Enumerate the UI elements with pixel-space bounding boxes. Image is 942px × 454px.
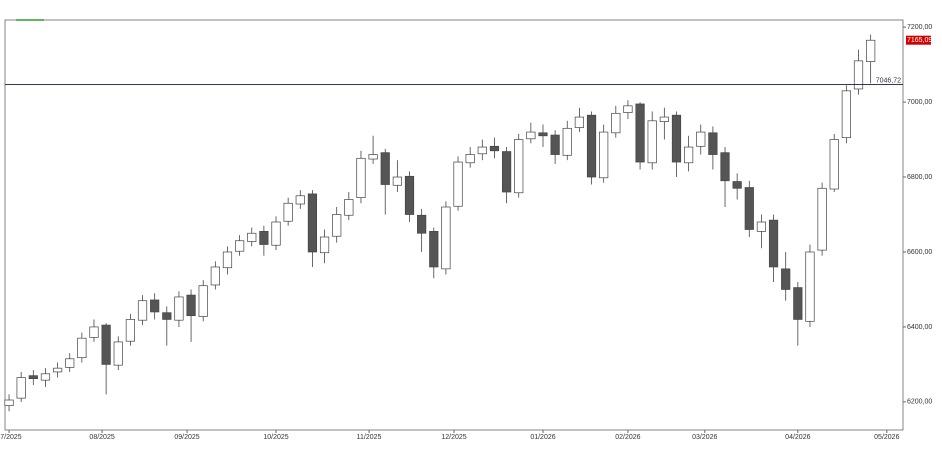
candle-body (526, 131, 536, 140)
plot-frame (4, 19, 904, 431)
candle-body (793, 287, 803, 320)
candle-body (186, 294, 196, 317)
candle-body (720, 152, 730, 182)
x-tick-label: 11/2025 (357, 434, 382, 441)
x-tick-label: 01/2026 (530, 434, 555, 441)
candle-body (805, 251, 815, 322)
candle-body (708, 132, 718, 155)
candle-body (866, 39, 876, 62)
candle-body (684, 146, 694, 164)
x-tick-label: 12/2025 (441, 434, 466, 441)
x-tick-label: 08/2025 (89, 434, 114, 441)
candle-body (404, 175, 415, 215)
candle-body (696, 131, 706, 147)
y-tick-label: 7000,00 (907, 99, 932, 106)
candle-body (756, 221, 767, 232)
x-tick-label: 04/2026 (785, 434, 810, 441)
candle-body (586, 114, 597, 178)
candle-body (101, 324, 111, 365)
candle-body (113, 341, 123, 366)
x-tick-label: 03/2026 (692, 434, 717, 441)
candle-body (368, 154, 378, 160)
candle-body (781, 268, 791, 290)
y-tick-label: 6400,00 (907, 324, 932, 331)
candle-body (671, 114, 682, 163)
x-tick-label: 09/2025 (174, 434, 199, 441)
candle-body (198, 285, 208, 317)
candle-body (40, 373, 51, 381)
candle-body (247, 232, 257, 242)
candle-body (65, 358, 75, 368)
candle-body (16, 377, 26, 399)
candle-body (817, 187, 827, 251)
candle-body (453, 161, 463, 207)
candle-body (150, 299, 160, 313)
y-tick-label: 6600,00 (907, 249, 932, 256)
candle-body (429, 231, 439, 268)
candle-body (174, 296, 184, 321)
candle-body (344, 199, 354, 216)
candle-body (28, 375, 38, 380)
candle-body (89, 326, 99, 338)
candle-body (392, 176, 402, 186)
y-tick-label: 6200,00 (907, 399, 932, 406)
candle-body (574, 116, 584, 128)
candle-body (841, 90, 851, 139)
candle-body (295, 195, 305, 205)
candle-body (332, 214, 342, 237)
candle-body (271, 221, 281, 246)
candle-body (768, 219, 779, 268)
candle-body (222, 251, 233, 269)
candle-body (538, 132, 548, 137)
candle-body (732, 181, 742, 189)
last-price-label: 7165,09 (907, 37, 932, 44)
candle-body (307, 193, 318, 253)
candle-body (125, 319, 135, 342)
candle-body (441, 206, 451, 270)
candle-body (744, 187, 754, 230)
candle-body (283, 202, 293, 222)
candle-body (550, 134, 560, 155)
candle-body (611, 112, 621, 134)
candle-body (4, 399, 14, 406)
x-tick-label: 02/2026 (615, 434, 640, 441)
candle-body (477, 146, 487, 155)
horizontal-line-label: 7046,72 (876, 77, 901, 84)
candle-body (465, 154, 475, 164)
candle-body (659, 116, 669, 122)
candle-body (489, 145, 500, 152)
candle-body (417, 214, 427, 234)
last-price-box (906, 35, 931, 45)
y-tick-label: 6800,00 (907, 174, 932, 181)
candle-body (647, 120, 657, 164)
candle-body (235, 240, 245, 252)
candle-body (210, 266, 220, 286)
y-tick-label: 7200,00 (907, 24, 932, 31)
candle-body (853, 60, 864, 90)
candle-body (77, 337, 87, 359)
candle-body (259, 231, 269, 245)
candle-body (380, 152, 390, 185)
candle-body (319, 236, 330, 254)
candle-body (52, 367, 63, 373)
candle-body (162, 312, 172, 320)
candle-body (829, 139, 839, 190)
candle-body (562, 127, 572, 156)
candle-body (599, 131, 609, 179)
candle-body (623, 105, 633, 113)
candle-body (514, 139, 524, 194)
candle-body (635, 103, 645, 163)
x-tick-label: 07/2025 (0, 434, 22, 441)
x-tick-label: 05/2026 (874, 434, 899, 441)
x-tick-label: 10/2025 (263, 434, 288, 441)
candle-body (137, 300, 148, 321)
candle-body (501, 151, 512, 193)
candle-body (356, 157, 366, 198)
